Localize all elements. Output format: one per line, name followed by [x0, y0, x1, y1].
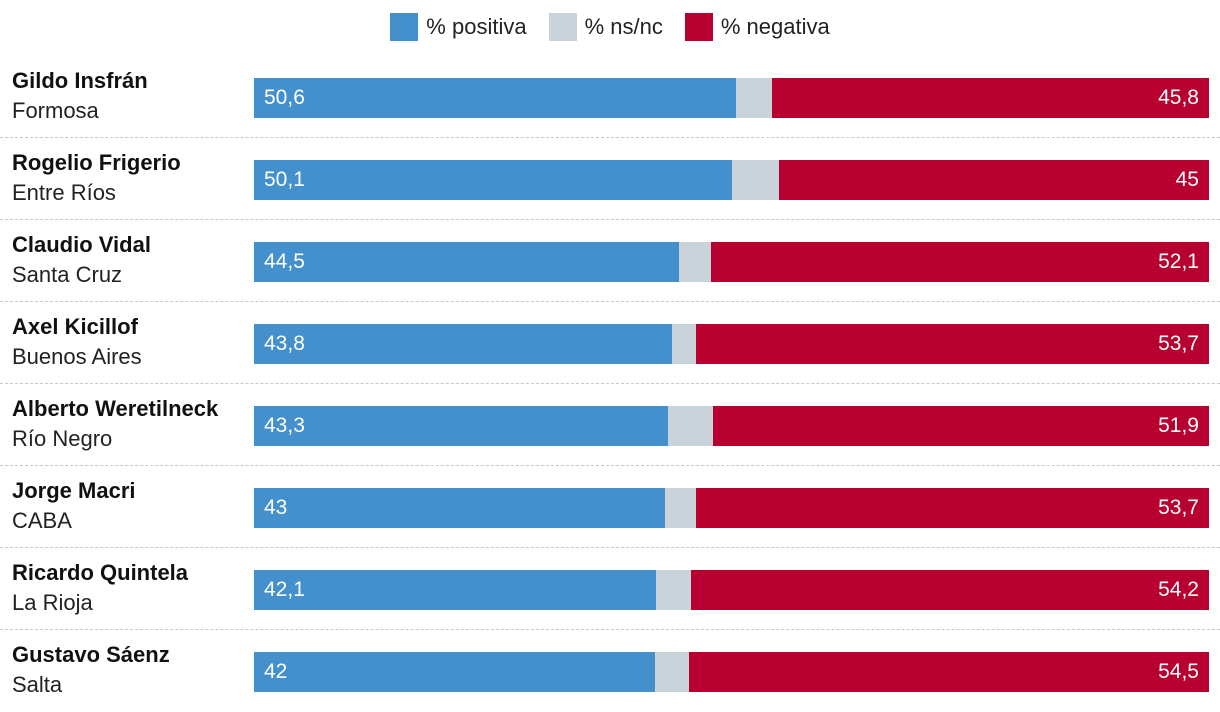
province-name: Entre Ríos [12, 180, 116, 205]
bar-segment-positiva: 43,3 [254, 406, 668, 446]
chart-row: Ricardo Quintela La Rioja 42,1 54,2 [0, 548, 1220, 630]
stacked-bar: 50,6 45,8 [254, 78, 1209, 118]
chart-row: Gustavo Sáenz Salta 42 54,5 [0, 630, 1220, 712]
legend-label-positiva: % positiva [426, 14, 527, 39]
legend: % positiva % ns/nc % negativa [0, 10, 1220, 44]
row-label: Gustavo Sáenz Salta [12, 640, 170, 700]
stacked-bar: 43,3 51,9 [254, 406, 1209, 446]
bar-segment-positiva: 42,1 [254, 570, 657, 610]
value-label-negativa: 45 [1175, 168, 1199, 191]
province-name: Salta [12, 672, 63, 697]
legend-item-negativa: % negativa [684, 13, 830, 41]
chart-row: Jorge Macri CABA 43 53,7 [0, 466, 1220, 548]
legend-label-nsnc: % ns/nc [584, 14, 663, 39]
value-label-positiva: 50,1 [264, 168, 305, 191]
value-label-negativa: 45,8 [1158, 86, 1199, 109]
legend-swatch-nsnc [548, 13, 577, 41]
bar-segment-nsnc [736, 78, 773, 118]
chart-row: Alberto Weretilneck Río Negro 43,3 51,9 [0, 384, 1220, 466]
bar-segment-nsnc [732, 160, 780, 200]
governor-name: Claudio Vidal [12, 232, 151, 257]
value-label-negativa: 54,5 [1158, 660, 1199, 683]
stacked-bar: 44,5 52,1 [254, 242, 1209, 282]
row-label: Claudio Vidal Santa Cruz [12, 230, 151, 290]
row-label: Gildo Insfrán Formosa [12, 66, 148, 126]
legend-swatch-negativa [684, 13, 713, 41]
stacked-bar: 43,8 53,7 [254, 324, 1209, 364]
province-name: Formosa [12, 98, 99, 123]
governor-name: Axel Kicillof [12, 314, 138, 339]
value-label-positiva: 43,8 [264, 332, 305, 355]
bar-segment-nsnc [664, 488, 697, 528]
legend-label-negativa: % negativa [720, 14, 830, 39]
value-label-positiva: 44,5 [264, 250, 305, 273]
governor-name: Gildo Insfrán [12, 68, 148, 93]
governor-name: Rogelio Frigerio [12, 150, 181, 175]
province-name: La Rioja [12, 590, 93, 615]
governor-name: Alberto Weretilneck [12, 396, 219, 421]
province-name: CABA [12, 508, 72, 533]
bar-segment-positiva: 43 [254, 488, 665, 528]
bar-segment-nsnc [656, 570, 692, 610]
governor-name: Jorge Macri [12, 478, 136, 503]
governor-name: Gustavo Sáenz [12, 642, 170, 667]
legend-item-nsnc: % ns/nc [548, 13, 663, 41]
value-label-positiva: 50,6 [264, 86, 305, 109]
bar-segment-positiva: 43,8 [254, 324, 673, 364]
bar-segment-negativa: 51,9 [713, 406, 1209, 446]
legend-swatch-positiva [390, 13, 419, 41]
bar-segment-positiva: 50,6 [254, 78, 737, 118]
bar-segment-negativa: 53,7 [696, 488, 1209, 528]
value-label-negativa: 53,7 [1158, 496, 1199, 519]
bar-segment-negativa: 53,7 [696, 324, 1209, 364]
chart-row: Rogelio Frigerio Entre Ríos 50,1 45 [0, 138, 1220, 220]
stacked-bar: 50,1 45 [254, 160, 1209, 200]
value-label-positiva: 43 [264, 496, 288, 519]
stacked-bar: 42,1 54,2 [254, 570, 1209, 610]
chart-row: Axel Kicillof Buenos Aires 43,8 53,7 [0, 302, 1220, 384]
stacked-bar: 43 53,7 [254, 488, 1209, 528]
row-label: Rogelio Frigerio Entre Ríos [12, 148, 181, 208]
bar-segment-negativa: 54,5 [688, 652, 1209, 692]
row-label: Ricardo Quintela La Rioja [12, 558, 188, 618]
bar-segment-positiva: 42 [254, 652, 656, 692]
chart-rows: Gildo Insfrán Formosa 50,6 45,8 Rogelio Frig… [0, 56, 1220, 712]
value-label-negativa: 53,7 [1158, 332, 1199, 355]
bar-segment-positiva: 44,5 [254, 242, 679, 282]
province-name: Río Negro [12, 426, 113, 451]
bar-segment-nsnc [678, 242, 712, 282]
value-label-positiva: 42,1 [264, 578, 305, 601]
row-label: Jorge Macri CABA [12, 476, 136, 536]
bar-segment-negativa: 45,8 [772, 78, 1209, 118]
value-label-negativa: 54,2 [1158, 578, 1199, 601]
province-name: Buenos Aires [12, 344, 142, 369]
province-name: Santa Cruz [12, 262, 123, 287]
bar-segment-negativa: 54,2 [691, 570, 1209, 610]
bar-segment-nsnc [655, 652, 689, 692]
bar-segment-nsnc [672, 324, 697, 364]
chart-row: Gildo Insfrán Formosa 50,6 45,8 [0, 56, 1220, 138]
value-label-negativa: 51,9 [1158, 414, 1199, 437]
row-label: Alberto Weretilneck Río Negro [12, 394, 218, 454]
chart-row: Claudio Vidal Santa Cruz 44,5 52,1 [0, 220, 1220, 302]
row-label: Axel Kicillof Buenos Aires [12, 312, 142, 372]
governor-name: Ricardo Quintela [12, 560, 189, 585]
stacked-bar: 42 54,5 [254, 652, 1209, 692]
bar-segment-positiva: 50,1 [254, 160, 733, 200]
bar-segment-negativa: 45 [779, 160, 1209, 200]
bar-segment-nsnc [667, 406, 714, 446]
bar-segment-negativa: 52,1 [711, 242, 1209, 282]
value-label-positiva: 43,3 [264, 414, 305, 437]
value-label-negativa: 52,1 [1158, 250, 1199, 273]
legend-item-positiva: % positiva [390, 13, 527, 41]
value-label-positiva: 42 [264, 660, 288, 683]
